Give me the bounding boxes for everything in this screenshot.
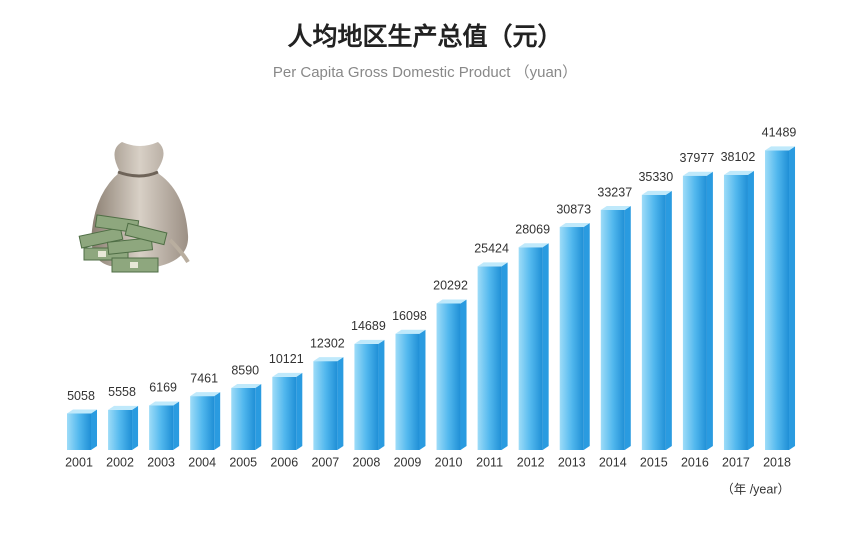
- bar-top: [272, 372, 303, 377]
- x-tick-label: 2013: [558, 455, 586, 469]
- bar-side: [624, 205, 631, 450]
- bar-side: [378, 339, 385, 450]
- value-label: 10121: [269, 352, 304, 366]
- bar: [190, 396, 215, 450]
- bar-top: [354, 339, 385, 344]
- x-tick-label: 2007: [311, 455, 339, 469]
- x-tick-label: 2011: [476, 455, 503, 469]
- chart-title: 人均地区生产总值（元）: [287, 22, 562, 51]
- bar: [559, 227, 584, 450]
- x-tick-label: 2010: [435, 455, 463, 469]
- bar-top: [723, 170, 754, 175]
- value-label: 14689: [351, 319, 386, 333]
- value-label: 16098: [392, 309, 427, 323]
- bar-side: [789, 146, 796, 450]
- bar-side: [296, 372, 303, 450]
- x-tick-label: 2005: [229, 455, 257, 469]
- bar-top: [477, 262, 508, 267]
- bar: [477, 266, 502, 450]
- bar-side: [665, 190, 672, 451]
- value-label: 37977: [680, 151, 715, 165]
- value-label: 25424: [474, 242, 509, 256]
- bar-top: [395, 329, 426, 334]
- bar: [395, 333, 420, 450]
- bar-side: [706, 171, 713, 450]
- x-tick-label: 2003: [147, 455, 175, 469]
- x-tick-label: 2014: [599, 455, 627, 469]
- x-tick-label: 2004: [188, 455, 216, 469]
- x-tick-label: 2006: [270, 455, 298, 469]
- bar: [149, 405, 174, 450]
- bar: [436, 303, 461, 450]
- x-tick-label: 2001: [65, 455, 93, 469]
- value-label: 35330: [638, 170, 673, 184]
- bar-top: [559, 223, 590, 228]
- bar-top: [149, 401, 180, 406]
- bar-side: [542, 243, 549, 450]
- bar: [765, 150, 790, 450]
- chart-subtitle: Per Capita Gross Domestic Product （yuan）: [273, 64, 577, 81]
- x-tick-label: 2017: [722, 455, 750, 469]
- bar-side: [214, 392, 221, 450]
- x-tick-label: 2009: [394, 455, 422, 469]
- bar-top: [313, 357, 344, 362]
- value-label: 28069: [515, 223, 550, 237]
- bar-side: [501, 262, 508, 450]
- value-label: 38102: [721, 150, 756, 164]
- value-label: 7461: [190, 371, 218, 385]
- bar: [641, 194, 666, 450]
- bar: [108, 409, 133, 450]
- bar-side: [91, 409, 97, 450]
- x-tick-label: 2016: [681, 455, 709, 469]
- x-tick-label: 2002: [106, 455, 134, 469]
- bar-top: [231, 383, 262, 388]
- bar: [231, 387, 256, 450]
- bar-side: [173, 401, 180, 450]
- value-label: 6169: [149, 381, 177, 395]
- bar-side: [337, 357, 344, 450]
- x-tick-label: 2015: [640, 455, 668, 469]
- value-label: 5058: [67, 389, 95, 403]
- value-label: 33237: [597, 185, 632, 199]
- bar-side: [419, 329, 426, 450]
- bar: [723, 174, 748, 450]
- money-bag-icon: [78, 142, 190, 273]
- bar: [313, 361, 338, 450]
- value-label: 30873: [556, 202, 591, 216]
- value-label: 41489: [762, 126, 797, 140]
- bar-top: [682, 171, 713, 176]
- bar-top: [67, 409, 97, 414]
- value-label: 12302: [310, 336, 345, 350]
- bar-top: [641, 190, 672, 195]
- bar: [354, 343, 379, 450]
- value-label: 5558: [108, 385, 136, 399]
- bar: [272, 376, 297, 450]
- bar-top: [108, 405, 139, 410]
- bar-top: [600, 205, 631, 210]
- bar-side: [460, 299, 467, 450]
- x-tick-label: 2018: [763, 455, 791, 469]
- bar-side: [132, 405, 139, 450]
- value-label: 8590: [231, 363, 259, 377]
- bar: [67, 413, 91, 450]
- bar-top: [765, 146, 796, 151]
- x-axis-label: （年 /year）: [721, 482, 790, 496]
- x-tick-label: 2008: [353, 455, 381, 469]
- bar: [518, 247, 543, 450]
- bar-side: [583, 223, 590, 450]
- bar-top: [436, 299, 467, 304]
- bar-side: [255, 383, 262, 450]
- bar-side: [747, 170, 754, 450]
- bar-top: [190, 392, 221, 397]
- value-label: 20292: [433, 279, 468, 293]
- bar: [600, 209, 625, 450]
- x-tick-label: 2012: [517, 455, 545, 469]
- bar: [682, 175, 707, 450]
- bar-top: [518, 243, 549, 248]
